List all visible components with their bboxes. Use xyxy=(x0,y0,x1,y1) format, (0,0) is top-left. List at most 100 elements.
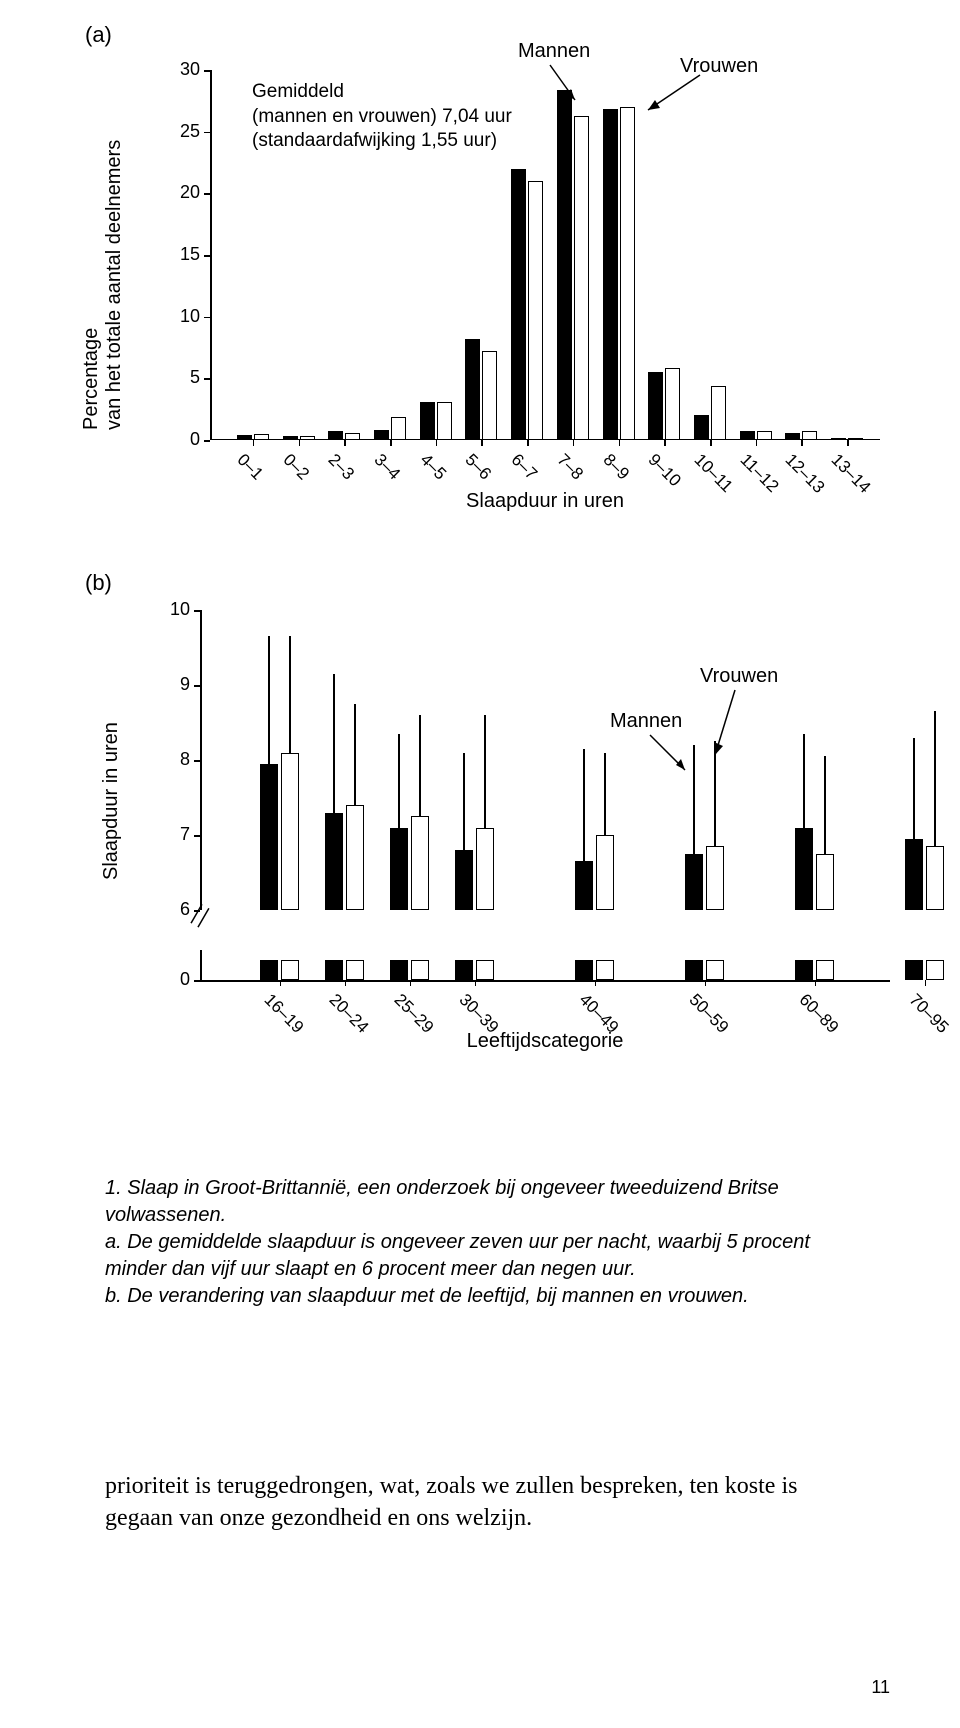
chart-a-bar xyxy=(831,438,846,440)
chart-b-bar-upper xyxy=(685,854,703,910)
chart-b-bar-upper xyxy=(575,861,593,910)
chart-a-xtick: 0–2 xyxy=(278,450,312,484)
chart-b-bar-upper xyxy=(346,805,364,910)
chart-a-mannen-label: Mannen xyxy=(518,40,590,63)
chart-b-errorbar xyxy=(934,711,936,846)
chart-a-bar xyxy=(665,368,680,440)
chart-a-bar xyxy=(374,430,389,440)
chart-b-errorbar xyxy=(583,749,585,862)
chart-a-xlabel: Slaapduur in uren xyxy=(210,490,880,513)
chart-b-bar-upper xyxy=(455,850,473,910)
chart-a-bar xyxy=(437,402,452,440)
chart-a-bar xyxy=(711,386,726,440)
chart-b-bar-stub xyxy=(281,960,299,980)
chart-a-xtick: 0–1 xyxy=(233,450,267,484)
chart-b-bar-upper xyxy=(816,854,834,910)
chart-b: Slaapduur in uren 6789100 16–1920–2425–2… xyxy=(80,570,900,1100)
chart-a-bar xyxy=(328,431,343,440)
chart-b-bar-stub xyxy=(575,960,593,980)
chart-a-ytick: 20 xyxy=(170,182,200,203)
chart-b-ytick: 9 xyxy=(162,674,190,695)
chart-b-xtick: 70–95 xyxy=(904,990,952,1038)
chart-b-bar-stub xyxy=(260,960,278,980)
chart-b-bar-upper xyxy=(795,828,813,911)
chart-b-errorbar xyxy=(333,674,335,813)
chart-b-xlabel: Leeftijdscategorie xyxy=(200,1030,890,1053)
chart-b-ylabel: Slaapduur in uren xyxy=(100,722,123,880)
chart-a-bar xyxy=(511,169,526,440)
chart-b-bar-upper xyxy=(281,753,299,911)
chart-b-bar-stub xyxy=(596,960,614,980)
chart-a-bar xyxy=(482,351,497,440)
chart-b-errorbar xyxy=(398,734,400,828)
chart-b-bar-upper xyxy=(390,828,408,911)
chart-a-ytick: 30 xyxy=(170,59,200,80)
chart-b-xaxis xyxy=(200,980,890,982)
chart-b-bar-upper xyxy=(476,828,494,911)
chart-b-ytick: 7 xyxy=(162,824,190,845)
chart-a-bar xyxy=(620,107,635,440)
chart-a-xtick: 7–8 xyxy=(553,450,587,484)
chart-b-bar-stub xyxy=(390,960,408,980)
chart-b-errorbar xyxy=(463,753,465,851)
chart-b-errorbar xyxy=(268,636,270,764)
chart-a-ytick: 5 xyxy=(170,367,200,388)
chart-b-yaxis-lower xyxy=(200,950,202,980)
chart-a-bar xyxy=(785,433,800,440)
chart-a-bar xyxy=(557,90,572,440)
page-number: 11 xyxy=(871,1677,890,1698)
chart-b-errorbar xyxy=(484,715,486,828)
chart-a-bar xyxy=(648,372,663,440)
chart-b-bar-stub xyxy=(816,960,834,980)
chart-b-bar-stub xyxy=(905,960,923,980)
chart-b-bar-stub xyxy=(706,960,724,980)
chart-b-ytick: 0 xyxy=(162,969,190,990)
chart-b-bar-stub xyxy=(926,960,944,980)
chart-a-xtick: 2–3 xyxy=(324,450,358,484)
chart-b-bar-upper xyxy=(905,839,923,910)
chart-b-bar-stub xyxy=(685,960,703,980)
chart-a-bar xyxy=(603,109,618,440)
chart-a-bar xyxy=(420,402,435,440)
chart-b-plot: 6789100 16–1920–2425–2930–3940–4950–5960… xyxy=(200,610,890,980)
chart-a-xtick: 5–6 xyxy=(461,450,495,484)
chart-a-ytick: 0 xyxy=(170,429,200,450)
chart-b-errorbar xyxy=(913,738,915,839)
chart-b-bar-upper xyxy=(411,816,429,910)
chart-b-errorbar xyxy=(824,756,826,854)
arrow-mannen-a xyxy=(540,65,600,125)
chart-b-yaxis-upper xyxy=(200,610,202,910)
page: (a) Percentage van het totale aantal dee… xyxy=(0,0,960,1728)
chart-a-bar xyxy=(345,433,360,440)
chart-a-bar xyxy=(254,434,269,440)
arrow-vrouwen-b xyxy=(705,690,765,770)
chart-a-bar xyxy=(237,435,252,440)
axis-break-icon xyxy=(188,902,219,933)
chart-a-bar xyxy=(391,417,406,440)
chart-a-bar xyxy=(283,436,298,440)
figure-caption: 1. Slaap in Groot-Brittannië, een onderz… xyxy=(105,1175,855,1310)
chart-a-xtick: 9–10 xyxy=(644,450,685,491)
chart-a-bar xyxy=(300,436,315,440)
chart-a-bar xyxy=(694,415,709,440)
chart-a-bar xyxy=(465,339,480,440)
chart-a-bar xyxy=(574,116,589,440)
chart-b-ytick: 6 xyxy=(162,899,190,920)
chart-b-ytick: 10 xyxy=(162,599,190,620)
chart-b-bar-stub xyxy=(795,960,813,980)
chart-b-bar-upper xyxy=(926,846,944,910)
chart-b-bar-stub xyxy=(325,960,343,980)
chart-a-bar xyxy=(802,431,817,440)
chart-a-ytick: 25 xyxy=(170,121,200,142)
chart-b-ytick: 8 xyxy=(162,749,190,770)
chart-a-bar xyxy=(757,431,772,440)
chart-b-errorbar xyxy=(289,636,291,752)
chart-b-errorbar xyxy=(354,704,356,805)
chart-b-errorbar xyxy=(803,734,805,828)
body-paragraph: prioriteit is teruggedrongen, wat, zoals… xyxy=(105,1470,865,1535)
chart-a-ytick: 15 xyxy=(170,244,200,265)
chart-b-mannen-label: Mannen xyxy=(610,710,682,733)
chart-a-ytick: 10 xyxy=(170,306,200,327)
chart-b-bar-upper xyxy=(260,764,278,910)
chart-a-mean-annot: Gemiddeld (mannen en vrouwen) 7,04 uur (… xyxy=(252,80,512,154)
